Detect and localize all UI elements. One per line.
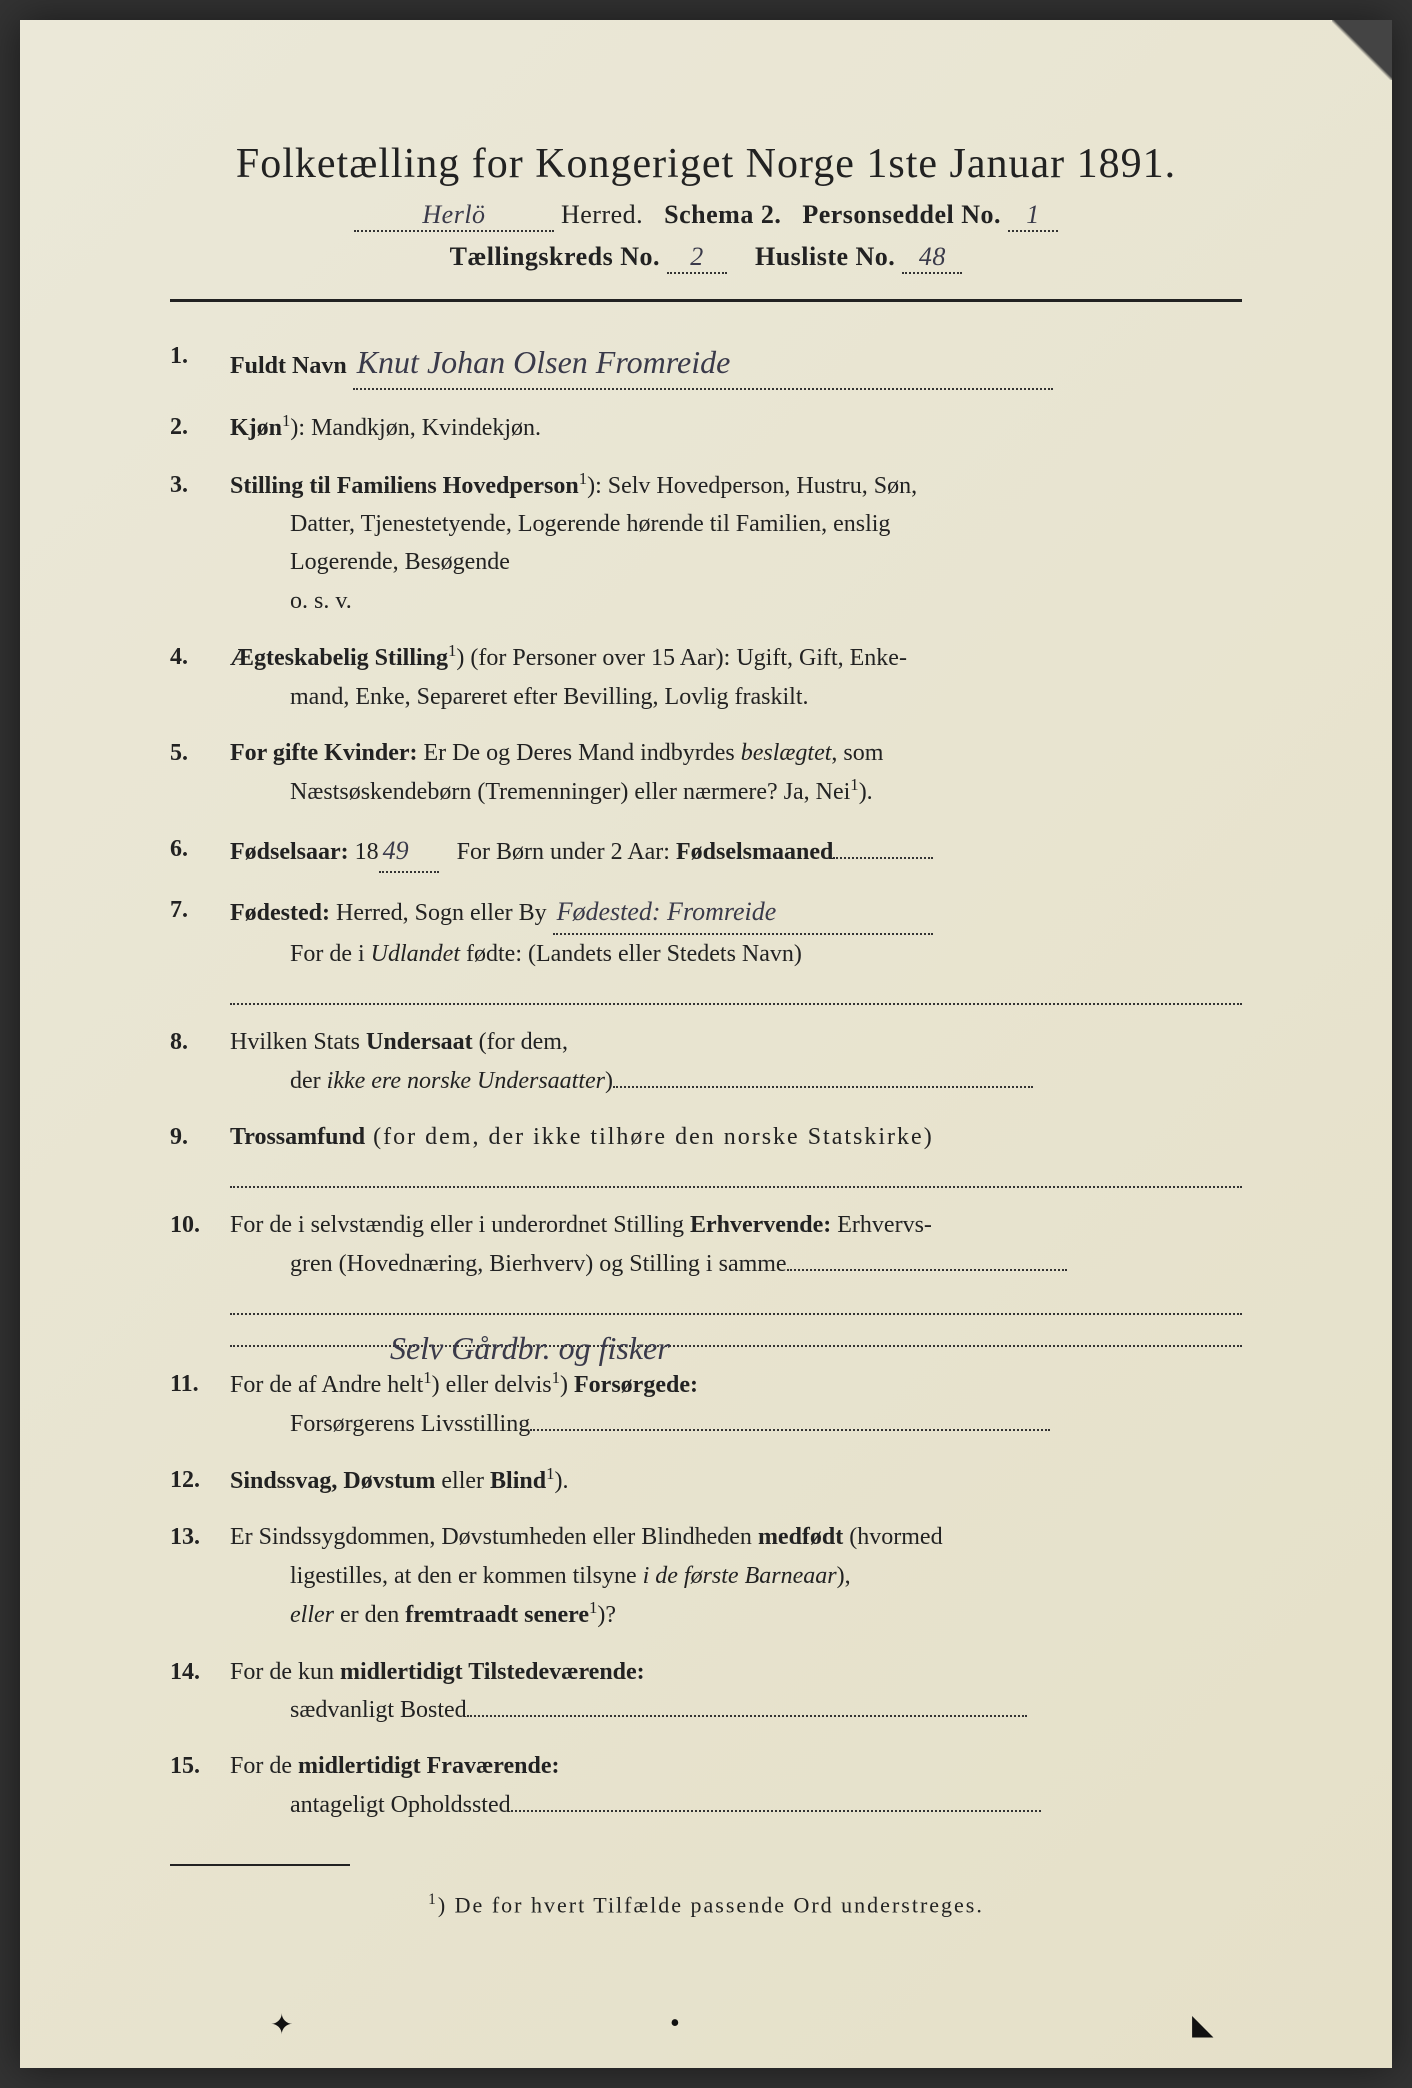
field-14-num: 14. xyxy=(170,1653,230,1730)
field-11-content: For de af Andre helt1) eller delvis1) Fo… xyxy=(230,1365,1242,1443)
field-6-content: Fødselsaar: 1849 For Børn under 2 Aar: F… xyxy=(230,830,1242,874)
personseddel-no: 1 xyxy=(1026,200,1040,229)
field-8: 8. Hvilken Stats Undersaat (for dem, der… xyxy=(170,1023,1242,1100)
kreds-no: 2 xyxy=(690,242,704,271)
footnote: 1) De for hvert Tilfælde passende Ord un… xyxy=(170,1891,1242,1918)
field-15-content: For de midlertidigt Fraværende: antageli… xyxy=(230,1747,1242,1824)
page-artifact: • xyxy=(670,2008,690,2028)
field-12-content: Sindssvag, Døvstum eller Blind1). xyxy=(230,1461,1242,1500)
field-3: 3. Stilling til Familiens Hovedperson1):… xyxy=(170,466,1242,621)
field-2: 2. Kjøn1): Mandkjøn, Kvindekjøn. xyxy=(170,408,1242,447)
page-artifact: ◣ xyxy=(1192,2008,1212,2028)
kreds-label: Tællingskreds No. xyxy=(450,242,660,271)
field-5-num: 5. xyxy=(170,734,230,812)
page-artifact: ✦ xyxy=(270,2008,290,2028)
field-11-num: 11. xyxy=(170,1365,230,1443)
field-4-num: 4. xyxy=(170,638,230,716)
field-7-num: 7. xyxy=(170,891,230,1005)
field-2-content: Kjøn1): Mandkjøn, Kvindekjøn. xyxy=(230,408,1242,447)
field-9: 9. Trossamfund (for dem, der ikke tilhør… xyxy=(170,1118,1242,1188)
field-6-num: 6. xyxy=(170,830,230,874)
field-10-content: For de i selvstændig eller i underordnet… xyxy=(230,1206,1242,1347)
census-form-page: Folketælling for Kongeriget Norge 1ste J… xyxy=(20,20,1392,2068)
husliste-no: 48 xyxy=(919,242,946,271)
field-4-content: Ægteskabelig Stilling1) (for Personer ov… xyxy=(230,638,1242,716)
field-10-num: 10. xyxy=(170,1206,230,1347)
header-line-1: Herlö Herred. Schema 2. Personseddel No.… xyxy=(170,200,1242,232)
field-9-content: Trossamfund (for dem, der ikke tilhøre d… xyxy=(230,1118,1242,1188)
field-11: 11. For de af Andre helt1) eller delvis1… xyxy=(170,1365,1242,1443)
field-1-content: Fuldt Navn Knut Johan Olsen Fromreide xyxy=(230,337,1242,390)
herred-handwritten: Herlö xyxy=(422,200,485,229)
field-1: 1. Fuldt Navn Knut Johan Olsen Fromreide xyxy=(170,337,1242,390)
field-3-num: 3. xyxy=(170,466,230,621)
personseddel-label: Personseddel No. xyxy=(802,200,1001,229)
field-4: 4. Ægteskabelig Stilling1) (for Personer… xyxy=(170,638,1242,716)
header-line-2: Tællingskreds No. 2 Husliste No. 48 xyxy=(170,242,1242,274)
birth-year-value: 49 xyxy=(383,836,409,865)
field-9-num: 9. xyxy=(170,1118,230,1188)
field-15-num: 15. xyxy=(170,1747,230,1824)
field-2-num: 2. xyxy=(170,408,230,447)
field-14-content: For de kun midlertidigt Tilstedeværende:… xyxy=(230,1653,1242,1730)
field-1-num: 1. xyxy=(170,337,230,390)
field-13-content: Er Sindssygdommen, Døvstumheden eller Bl… xyxy=(230,1518,1242,1634)
field-12-num: 12. xyxy=(170,1461,230,1500)
field-12: 12. Sindssvag, Døvstum eller Blind1). xyxy=(170,1461,1242,1500)
field-13-num: 13. xyxy=(170,1518,230,1634)
field-5: 5. For gifte Kvinder: Er De og Deres Man… xyxy=(170,734,1242,812)
field-7-content: Fødested: Herred, Sogn eller By Fødested… xyxy=(230,891,1242,1005)
schema-label: Schema 2. xyxy=(664,200,781,229)
field-8-num: 8. xyxy=(170,1023,230,1100)
field-13: 13. Er Sindssygdommen, Døvstumheden elle… xyxy=(170,1518,1242,1634)
form-title: Folketælling for Kongeriget Norge 1ste J… xyxy=(170,140,1242,188)
field-10: 10. For de i selvstændig eller i underor… xyxy=(170,1206,1242,1347)
field-3-content: Stilling til Familiens Hovedperson1): Se… xyxy=(230,466,1242,621)
header-divider xyxy=(170,299,1242,302)
full-name-value: Knut Johan Olsen Fromreide xyxy=(357,337,731,388)
herred-label: Herred. xyxy=(561,200,643,229)
husliste-label: Husliste No. xyxy=(755,242,895,271)
field-7: 7. Fødested: Herred, Sogn eller By Fødes… xyxy=(170,891,1242,1005)
field-6: 6. Fødselsaar: 1849 For Børn under 2 Aar… xyxy=(170,830,1242,874)
field-14: 14. For de kun midlertidigt Tilstedevære… xyxy=(170,1653,1242,1730)
field-5-content: For gifte Kvinder: Er De og Deres Mand i… xyxy=(230,734,1242,812)
birthplace-value: Fødested: Fromreide xyxy=(557,897,777,926)
footnote-divider xyxy=(170,1864,350,1866)
field-8-content: Hvilken Stats Undersaat (for dem, der ik… xyxy=(230,1023,1242,1100)
field-15: 15. For de midlertidigt Fraværende: anta… xyxy=(170,1747,1242,1824)
